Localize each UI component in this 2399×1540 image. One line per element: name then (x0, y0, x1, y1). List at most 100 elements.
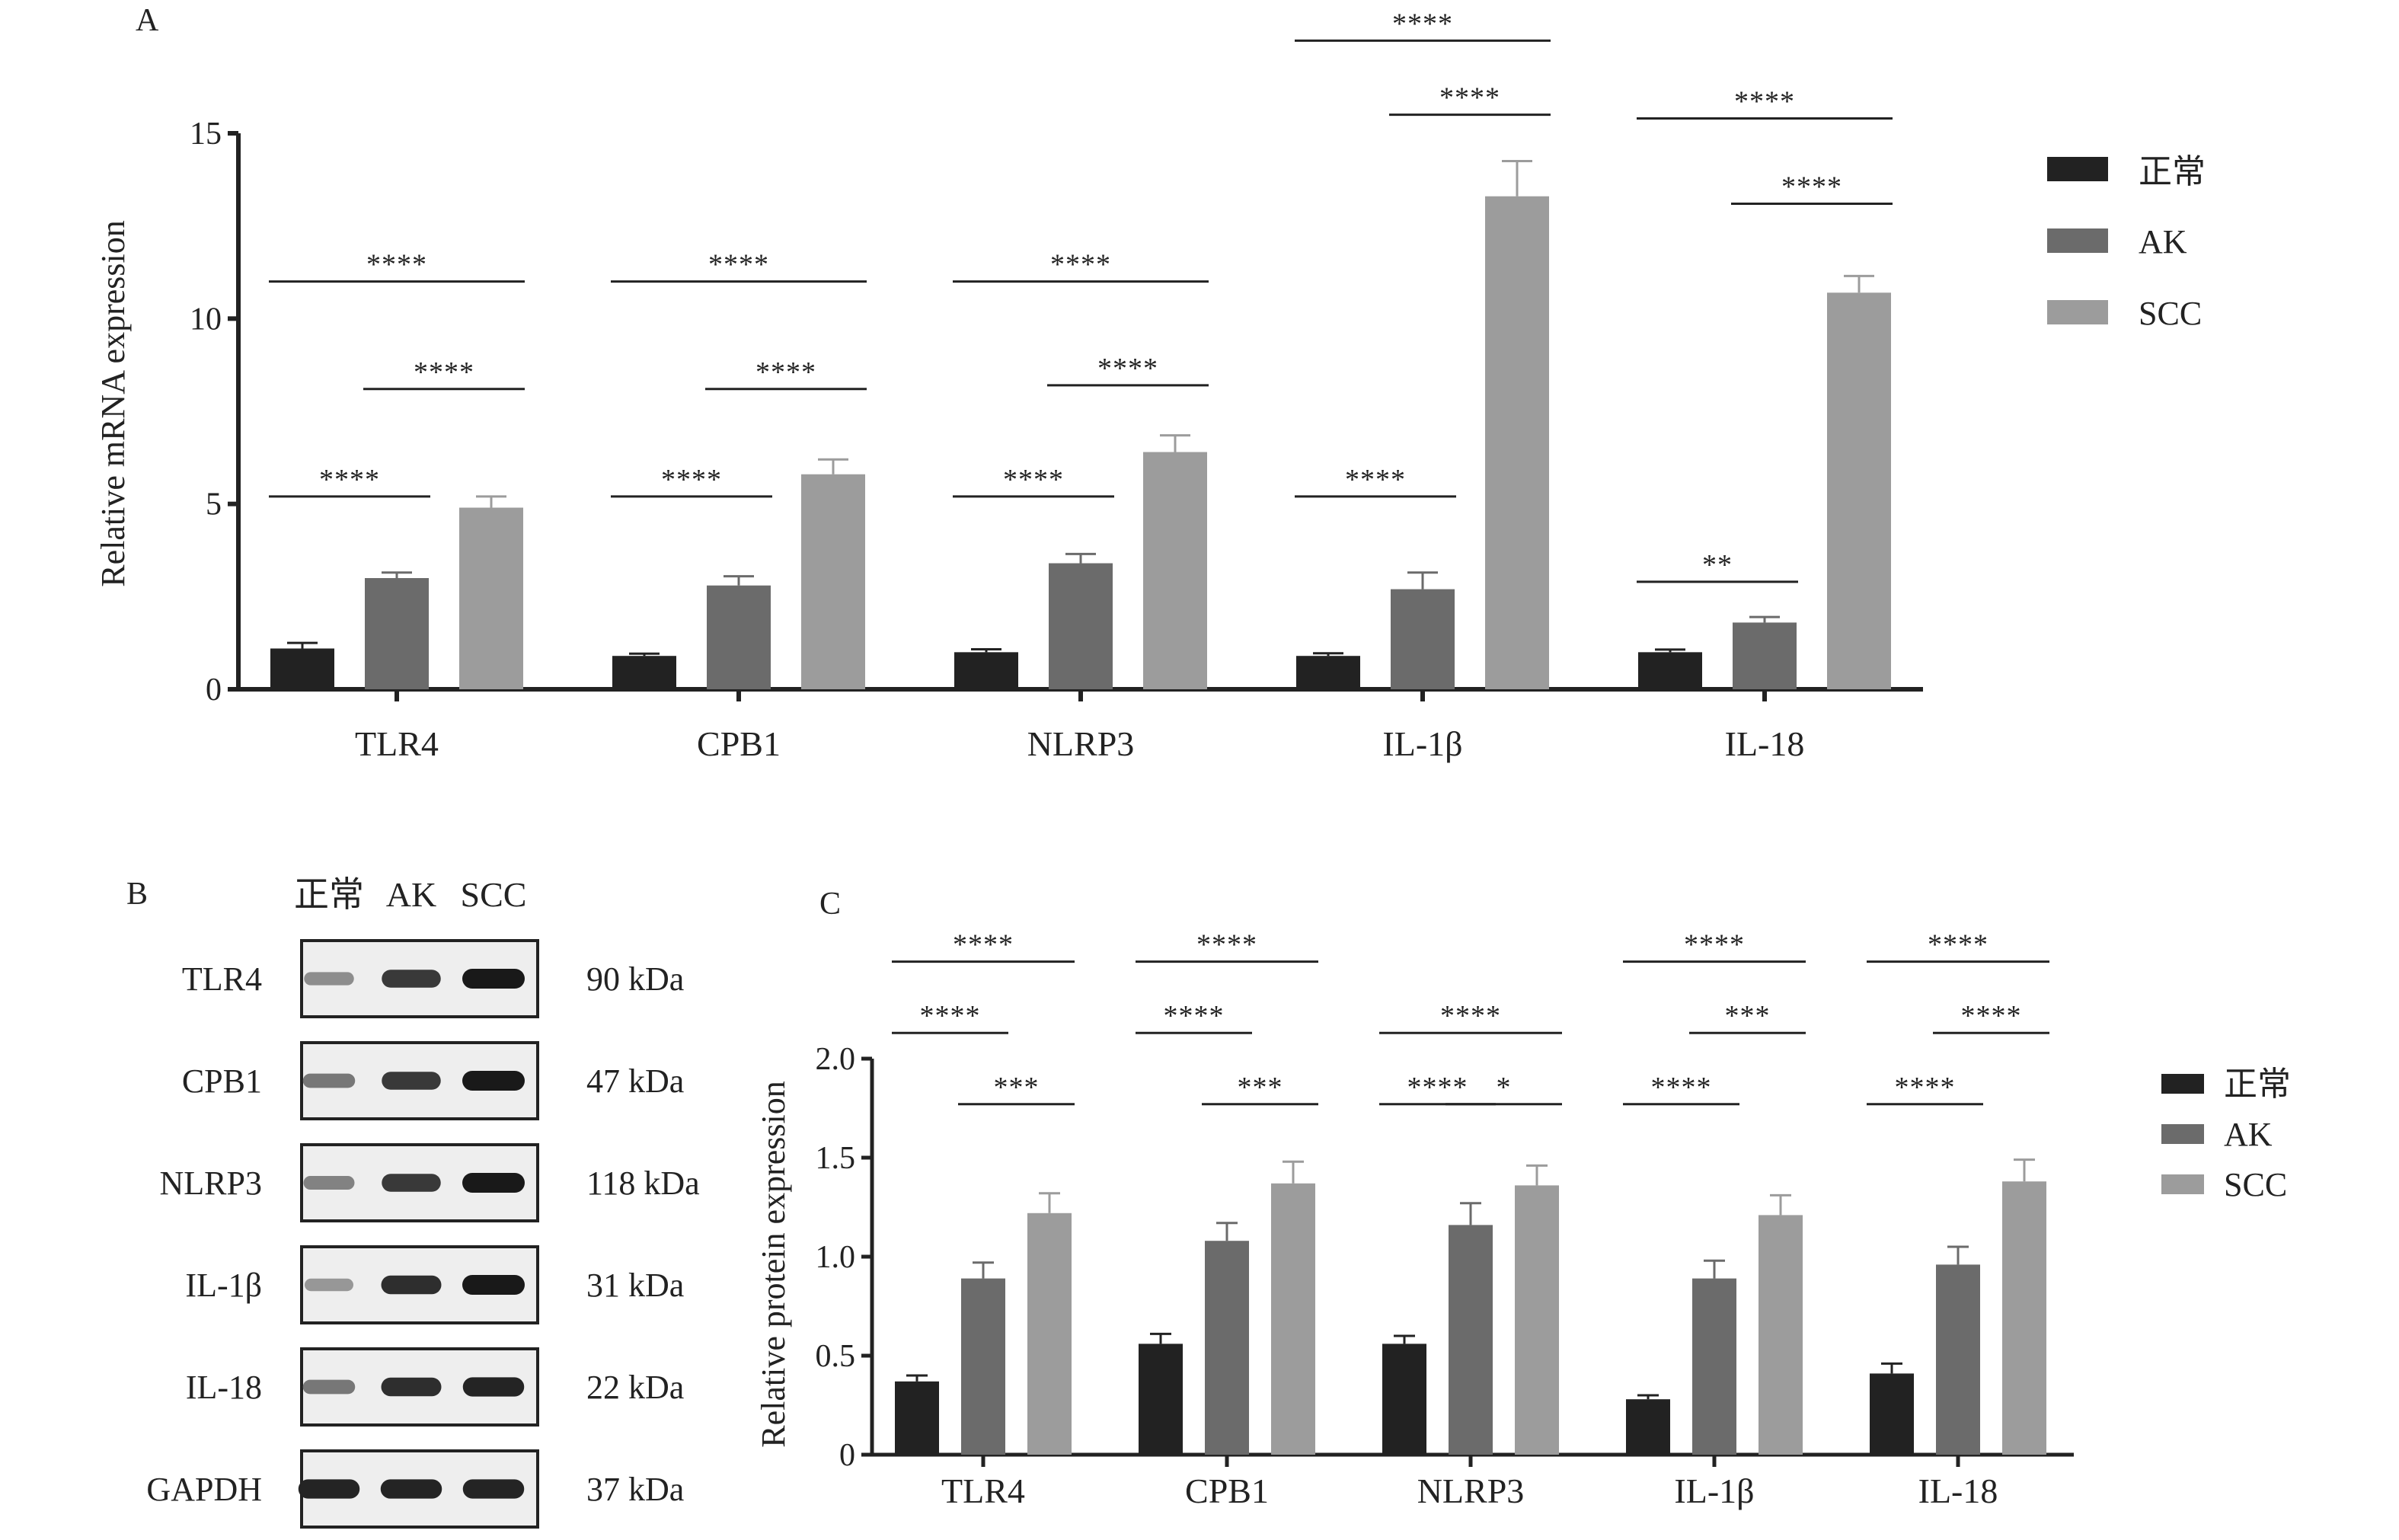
chart-c-sig-label: * (1497, 1072, 1512, 1104)
chart-a-bar-scc (1143, 452, 1207, 689)
blot-band-scc (462, 1071, 525, 1091)
blot-band-ak (381, 1275, 442, 1295)
chart-a-bar-ak (1049, 563, 1113, 689)
blot-band-scc (462, 1173, 525, 1193)
chart-a-ytick-label: 0 (206, 673, 222, 708)
legend-c-ak-label: AK (2224, 1116, 2273, 1153)
blot-band-normal (302, 1379, 356, 1395)
chart-c-ytick-label: 0.5 (816, 1339, 856, 1374)
chart-c-ytick-label: 1.5 (816, 1141, 856, 1176)
blot-band-scc (462, 1377, 525, 1397)
chart-c-bar-scc (1027, 1213, 1072, 1455)
chart-c-category-label: TLR4 (941, 1471, 1025, 1510)
chart-c-bar-scc (2002, 1181, 2046, 1455)
chart-c-bar-scc (1759, 1215, 1803, 1455)
western-blot: 正常 AK SCC TLR4 90 kDa CPB1 47 kDa NLRP3 118 k… (146, 875, 700, 1529)
chart-a-sig-label: **** (1050, 249, 1111, 281)
chart-c-sig-label: **** (1651, 1072, 1712, 1104)
blot-size-label: 22 kDa (586, 1369, 684, 1406)
chart-c-protein: Relative protein expression 0 0.5 1.0 1.5 2.… (755, 929, 2074, 1510)
legend-c-normal-swatch (2161, 1074, 2204, 1094)
chart-c-sig-label: **** (1164, 1000, 1225, 1032)
blot-size-label: 47 kDa (586, 1062, 684, 1100)
blot-band-ak (380, 1479, 442, 1499)
blot-band-normal (305, 1278, 353, 1292)
chart-a-bar-scc (1827, 292, 1891, 689)
chart-a-bar-normal (270, 648, 334, 689)
chart-c-category-label: IL-1β (1674, 1471, 1754, 1510)
chart-c-sig-label: **** (1928, 929, 1989, 961)
blot-size-label: 90 kDa (586, 960, 684, 998)
blot-band-ak (382, 1072, 441, 1090)
chart-c-sig-label: **** (920, 1000, 981, 1032)
blot-band-normal (304, 972, 354, 986)
chart-a-sig-label: **** (1781, 171, 1842, 203)
panel-letter-a: A (136, 3, 159, 38)
blot-band-ak (381, 1377, 442, 1397)
chart-c-bar-normal (1382, 1344, 1426, 1455)
panel-letter-b: B (126, 877, 148, 912)
blot-protein-label: GAPDH (146, 1471, 262, 1508)
chart-a-bar-scc (1485, 196, 1549, 689)
chart-c-bar-ak (1692, 1278, 1736, 1455)
legend-c-normal-label: 正常 (2224, 1066, 2291, 1103)
blot-lane-scc: SCC (461, 875, 527, 914)
chart-c-sig-label: *** (1238, 1072, 1283, 1104)
legend-a-normal-label: 正常 (2139, 153, 2206, 190)
chart-a-sig-label: **** (319, 464, 380, 496)
chart-c-bar-ak (1936, 1264, 1980, 1455)
legend-c-ak-swatch (2161, 1124, 2204, 1144)
chart-a-ytick-label: 5 (206, 487, 222, 522)
chart-c-category-label: NLRP3 (1417, 1471, 1525, 1510)
chart-c-ytick-label: 2.0 (816, 1042, 856, 1077)
chart-a-ylabel: Relative mRNA expression (94, 220, 132, 587)
chart-c-bar-normal (1139, 1344, 1183, 1455)
chart-a-sig-label: **** (708, 249, 769, 281)
legend-a: 正常 AK SCC (2047, 153, 2206, 332)
chart-a-ytick-label: 10 (190, 302, 222, 337)
blot-band-normal (298, 1479, 360, 1499)
legend-c-scc-label: SCC (2224, 1166, 2287, 1203)
legend-c-scc-swatch (2161, 1174, 2204, 1194)
blot-size-label: 118 kDa (586, 1165, 700, 1202)
blot-size-label: 37 kDa (586, 1471, 684, 1508)
chart-a-bar-normal (1296, 656, 1360, 689)
blot-band-normal (302, 1073, 356, 1088)
chart-a-category-label: TLR4 (355, 724, 439, 763)
chart-c-bar-ak (1449, 1225, 1493, 1455)
chart-a-sig-label: **** (1003, 464, 1064, 496)
chart-a-category-label: IL-1β (1382, 724, 1462, 763)
chart-a-bar-scc (459, 507, 523, 689)
chart-a-mrna: Relative mRNA expression 051015TLR4*****… (94, 8, 1923, 763)
legend-a-normal-swatch (2047, 157, 2108, 181)
chart-c-sig-label: **** (1407, 1072, 1468, 1104)
chart-a-sig-label: **** (1439, 82, 1500, 114)
chart-a-sig-label: **** (1097, 353, 1158, 385)
blot-protein-label: TLR4 (182, 960, 262, 998)
chart-c-bar-normal (1626, 1399, 1670, 1455)
chart-c-bar-ak (1205, 1241, 1249, 1455)
chart-a-bar-normal (1638, 652, 1702, 689)
chart-c-sig-label: **** (1440, 1000, 1501, 1032)
blot-protein-label: IL-18 (186, 1369, 262, 1406)
chart-c-ytick-label: 0 (839, 1438, 855, 1473)
legend-c: 正常 AK SCC (2161, 1066, 2291, 1203)
chart-a-bar-ak (1391, 589, 1455, 689)
blot-protein-label: CPB1 (182, 1062, 262, 1100)
legend-a-ak-swatch (2047, 228, 2108, 253)
blot-band-scc (462, 1275, 525, 1295)
chart-a-category-label: IL-18 (1725, 724, 1805, 763)
chart-c-bar-scc (1271, 1183, 1315, 1455)
chart-c-category-label: CPB1 (1185, 1471, 1269, 1510)
chart-a-bar-normal (954, 652, 1018, 689)
blot-band-normal (303, 1176, 355, 1190)
blot-protein-label: IL-1β (185, 1267, 262, 1304)
chart-a-bar-ak (365, 578, 429, 689)
chart-c-sig-label: *** (994, 1072, 1040, 1104)
legend-a-scc-label: SCC (2139, 295, 2202, 332)
legend-a-scc-swatch (2047, 300, 2108, 324)
blot-lane-normal: 正常 (294, 875, 364, 914)
chart-c-sig-label: **** (1961, 1000, 2022, 1032)
chart-c-ylabel: Relative protein expression (755, 1081, 792, 1447)
